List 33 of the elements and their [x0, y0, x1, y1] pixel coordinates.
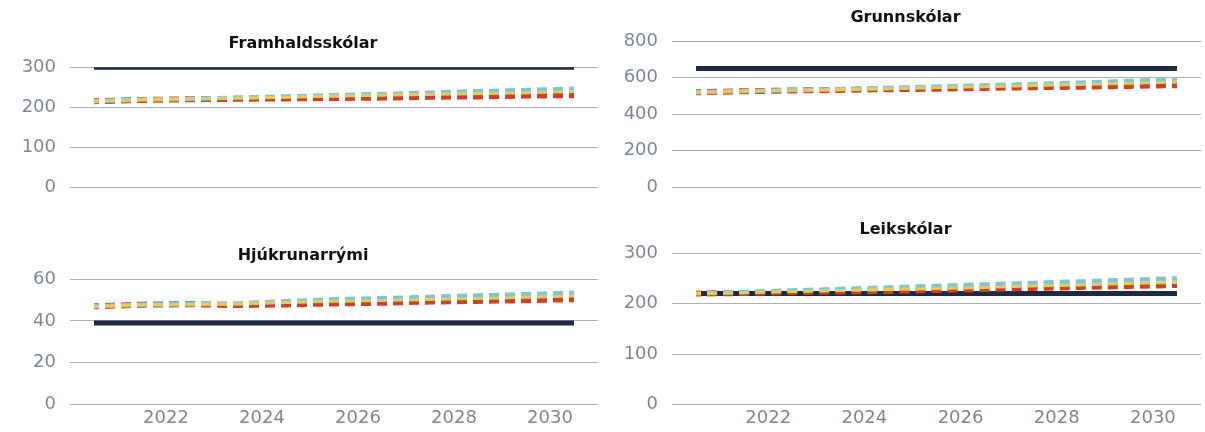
y-tick-label: 600: [623, 65, 658, 87]
y-tick-label: 0: [646, 174, 658, 196]
y-tick-label: 100: [623, 341, 658, 363]
x-tick-label: 2028: [431, 405, 477, 427]
y-tick-label: 800: [623, 28, 658, 50]
x-tick-label: 2026: [937, 405, 984, 427]
x-tick-label: 2022: [745, 405, 792, 427]
y-tick-label: 200: [21, 94, 56, 116]
chart-title: Leikskólar: [859, 218, 952, 238]
chart-title: Hjúkrunarrými: [237, 244, 369, 264]
y-tick-label: 300: [21, 54, 56, 76]
x-tick-label: 2024: [841, 405, 888, 427]
y-tick-label: 0: [44, 174, 56, 196]
y-tick-label: 0: [646, 392, 658, 414]
line-series: [91, 86, 577, 104]
y-tick-label: 20: [33, 350, 56, 372]
y-tick-label: 200: [623, 138, 658, 160]
y-tick-label: 200: [623, 291, 658, 313]
x-tick-label: 2028: [1033, 405, 1080, 427]
y-tick-label: 60: [33, 266, 56, 288]
chart-title: Framhaldsskólar: [228, 32, 378, 52]
x-tick-label: 2022: [143, 405, 189, 427]
y-tick-label: 0: [44, 392, 56, 414]
y-tick-label: 300: [623, 240, 658, 262]
y-tick-label: 400: [623, 101, 658, 123]
x-tick-label: 2030: [527, 405, 573, 427]
y-tick-label: 40: [33, 308, 56, 330]
y-tick-label: 100: [21, 134, 56, 156]
chart-title: Grunnskólar: [850, 6, 961, 26]
x-tick-label: 2030: [1130, 405, 1176, 427]
x-tick-label: 2026: [335, 405, 381, 427]
line-series: [91, 290, 577, 309]
x-tick-label: 2024: [239, 405, 285, 427]
